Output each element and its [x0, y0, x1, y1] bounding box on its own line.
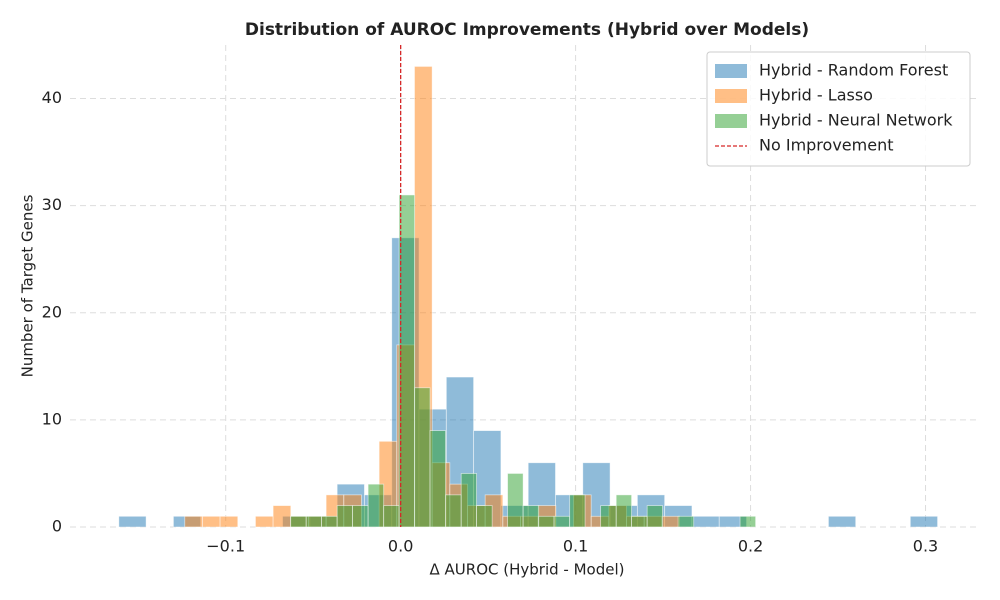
- histogram-bar: [414, 387, 431, 528]
- legend-label: Hybrid - Random Forest: [759, 61, 948, 80]
- histogram-bar: [202, 515, 221, 528]
- histogram-bar: [367, 483, 385, 528]
- chart-title: Distribution of AUROC Improvements (Hybr…: [245, 20, 809, 40]
- histogram-bar: [476, 505, 493, 528]
- x-tick-label: 0.3: [913, 537, 938, 556]
- histogram-bar: [290, 515, 307, 528]
- histogram-bar: [661, 515, 680, 528]
- histogram-bar: [184, 515, 203, 528]
- x-tick-label: −0.1: [206, 537, 245, 556]
- legend: Hybrid - Random Forest Hybrid - Lasso Hybr…: [706, 51, 971, 167]
- histogram-bar: [445, 494, 462, 528]
- histogram-bar: [383, 505, 400, 528]
- y-tick-label: 40: [42, 88, 62, 107]
- histogram-bar: [118, 515, 147, 528]
- legend-label: Hybrid - Lasso: [759, 86, 873, 105]
- histogram-bar: [677, 515, 695, 528]
- histogram-bar: [739, 515, 757, 528]
- y-tick-label: 0: [52, 517, 62, 536]
- histogram-bar: [538, 515, 555, 528]
- histogram-bar: [909, 515, 938, 528]
- histogram-bar: [219, 515, 239, 528]
- histogram-bar: [828, 515, 857, 528]
- histogram-bar: [522, 505, 540, 528]
- x-tick-label: 0.0: [388, 537, 413, 556]
- legend-label: Hybrid - Neural Network: [759, 111, 953, 130]
- histogram-bar: [600, 505, 617, 528]
- histogram-bar: [460, 473, 477, 528]
- histogram-bar: [305, 515, 322, 528]
- histogram-bar: [272, 505, 292, 528]
- histogram-bar: [631, 515, 648, 528]
- histogram-bar: [398, 194, 416, 528]
- histogram-bar: [553, 515, 571, 528]
- histogram-bar: [336, 505, 353, 528]
- histogram-bar: [255, 515, 274, 528]
- legend-swatch: [715, 114, 747, 128]
- y-tick-label: 20: [42, 302, 62, 321]
- histogram-bar: [646, 505, 663, 528]
- y-axis-label: Number of Target Genes: [19, 194, 37, 377]
- legend-swatch: [715, 64, 747, 78]
- legend-box: [706, 51, 971, 167]
- y-tick-label: 10: [42, 409, 62, 428]
- histogram-bar: [691, 515, 720, 528]
- histogram-bar: [507, 473, 524, 528]
- histogram-bar: [352, 505, 369, 528]
- legend-label: No Improvement: [759, 136, 893, 155]
- histogram-bar: [615, 494, 632, 528]
- histogram-bar: [321, 515, 338, 528]
- x-tick-label: 0.2: [738, 537, 763, 556]
- y-tick-label: 30: [42, 195, 62, 214]
- x-axis-label: Δ AUROC (Hybrid - Model): [430, 561, 625, 579]
- histogram-bar: [569, 494, 586, 528]
- histogram-bar: [429, 430, 447, 528]
- legend-swatch: [715, 89, 747, 103]
- x-tick-label: 0.1: [563, 537, 588, 556]
